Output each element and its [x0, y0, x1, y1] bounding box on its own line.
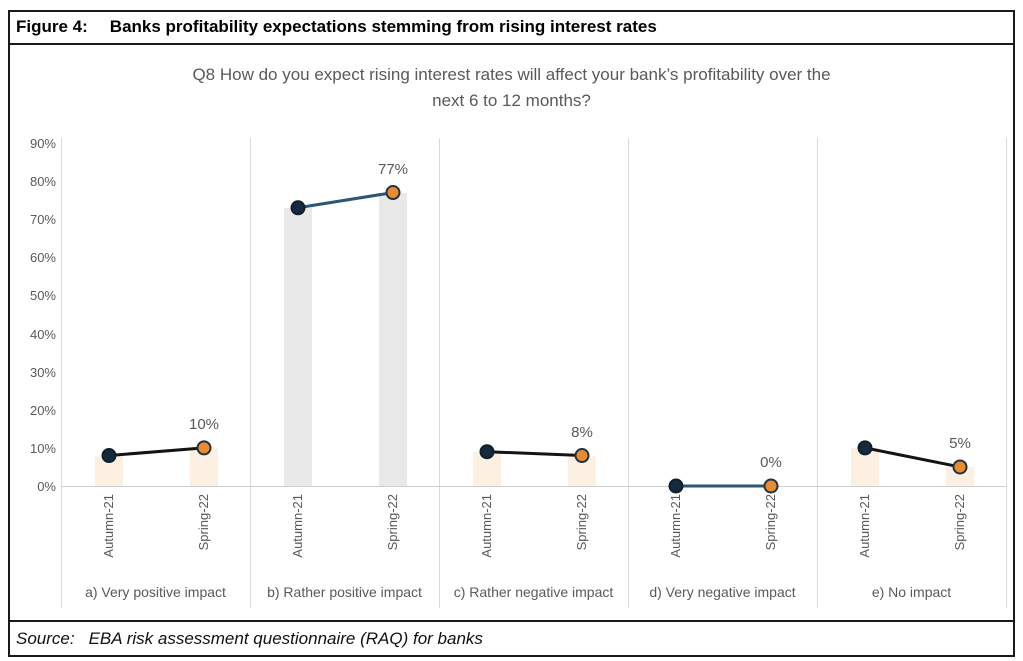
source-divider: [8, 620, 1015, 622]
data-label: 10%: [188, 415, 220, 433]
panel-divider: [628, 138, 629, 608]
bar-autumn-21: [95, 455, 123, 486]
category-label: b) Rather positive impact: [267, 584, 422, 600]
source-line: Source: EBA risk assessment questionnaire…: [16, 629, 483, 649]
period-tick-label: Autumn-21: [101, 494, 116, 558]
period-tick-label: Autumn-21: [290, 494, 305, 558]
bar-autumn-21: [473, 451, 501, 486]
panel-divider: [1006, 138, 1007, 608]
y-axis-line: [61, 138, 62, 608]
data-label: 5%: [949, 434, 971, 452]
bar-spring-22: [568, 455, 596, 486]
category-label: e) No impact: [871, 584, 952, 600]
y-axis-tick-label: 10%: [29, 440, 56, 456]
period-tick-label: Autumn-21: [479, 494, 494, 558]
period-tick-label: Spring-22: [952, 494, 967, 551]
source-value: EBA risk assessment questionnaire (RAQ) …: [88, 629, 483, 648]
period-tick-label: Spring-22: [574, 494, 589, 551]
y-axis-tick-label: 80%: [29, 174, 56, 190]
source-label: Source:: [16, 629, 75, 648]
category-label: d) Very negative impact: [649, 584, 796, 600]
y-axis-tick-label: 70%: [29, 212, 56, 228]
period-tick-label: Spring-22: [763, 494, 778, 551]
data-label: 8%: [571, 423, 593, 441]
panel-divider: [250, 138, 251, 608]
figure-frame: [8, 10, 1015, 657]
data-label: 77%: [377, 160, 409, 178]
y-axis-tick-label: 30%: [29, 364, 56, 380]
bar-spring-22: [379, 192, 407, 486]
panel-divider: [817, 138, 818, 608]
figure-title-text: Banks profitability expectations stemmin…: [109, 17, 657, 36]
chart-subtitle-line1: Q8 How do you expect rising interest rat…: [192, 65, 831, 84]
figure-title: Figure 4: Banks profitability expectation…: [16, 17, 657, 37]
bar-autumn-21: [851, 447, 879, 486]
chart-subtitle-line2: next 6 to 12 months?: [432, 91, 591, 110]
x-axis-line: [61, 486, 1006, 487]
figure-number: Figure 4:: [16, 17, 88, 36]
category-label: a) Very positive impact: [85, 584, 226, 600]
category-label: c) Rather negative impact: [453, 584, 614, 600]
y-axis-tick-label: 60%: [29, 250, 56, 266]
bar-spring-22: [190, 447, 218, 486]
period-tick-label: Autumn-21: [857, 494, 872, 558]
data-label: 0%: [760, 454, 782, 471]
y-axis-tick-label: 40%: [29, 326, 56, 342]
chart-subtitle: Q8 How do you expect rising interest rat…: [0, 62, 1023, 114]
y-axis-tick-label: 20%: [29, 402, 56, 418]
period-tick-label: Spring-22: [385, 494, 400, 551]
panel-divider: [439, 138, 440, 608]
header-divider: [8, 43, 1015, 45]
y-axis-tick-label: 50%: [29, 288, 56, 304]
bar-autumn-21: [284, 207, 312, 486]
y-axis-tick-label: 90%: [29, 136, 56, 151]
y-axis-tick-label: 0%: [37, 479, 56, 494]
period-tick-label: Spring-22: [196, 494, 211, 551]
period-tick-label: Autumn-21: [668, 494, 683, 558]
bar-spring-22: [946, 466, 974, 486]
